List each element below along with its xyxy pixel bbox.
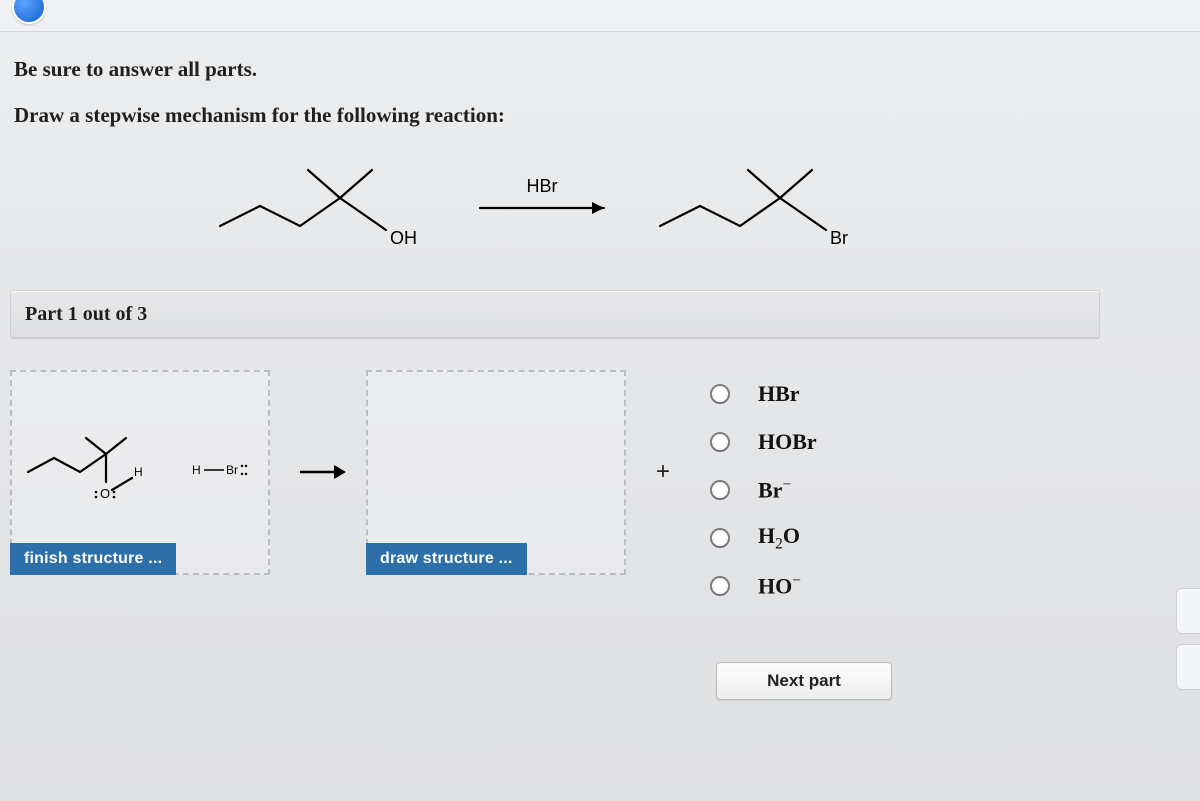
- partial-structure-sketch: O H H Br: [20, 412, 264, 532]
- part-indicator-bar: Part 1 out of 3: [10, 290, 1100, 338]
- reactant-structure: OH: [220, 170, 417, 248]
- option-h2o[interactable]: H2O: [710, 514, 950, 562]
- side-tab-1[interactable]: [1176, 588, 1200, 634]
- top-toolbar-strip: [0, 0, 1200, 32]
- option-ho-minus[interactable]: HO−: [710, 562, 950, 610]
- mechanism-arrow-icon: [298, 460, 348, 484]
- reaction-arrow: HBr: [480, 176, 604, 214]
- structure-box-middle[interactable]: draw structure ...: [366, 370, 626, 575]
- svg-text:O: O: [100, 486, 110, 501]
- side-tab-2[interactable]: [1176, 644, 1200, 690]
- info-icon: [12, 0, 46, 24]
- question-prompt: Be sure to answer all parts. Draw a step…: [14, 52, 1180, 133]
- structure-box-left[interactable]: O H H Br finish structure ...: [10, 370, 270, 575]
- prompt-line-1: Be sure to answer all parts.: [14, 52, 1180, 88]
- finish-structure-button[interactable]: finish structure ...: [10, 543, 176, 575]
- option-label: HOBr: [758, 429, 817, 455]
- radio-icon[interactable]: [710, 384, 730, 404]
- option-label: H2O: [758, 523, 800, 553]
- page-root: Be sure to answer all parts. Draw a step…: [0, 0, 1200, 801]
- radio-icon[interactable]: [710, 480, 730, 500]
- prompt-line-2: Draw a stepwise mechanism for the follow…: [14, 98, 1180, 134]
- draw-structure-button[interactable]: draw structure ...: [366, 543, 527, 575]
- option-label: Br−: [758, 476, 791, 503]
- part-label: Part 1 out of 3: [25, 303, 147, 326]
- reaction-scheme: OH HBr Br: [190, 148, 970, 278]
- option-hbr[interactable]: HBr: [710, 370, 950, 418]
- option-label: HBr: [758, 381, 800, 407]
- radio-icon[interactable]: [710, 528, 730, 548]
- product-structure: Br: [660, 170, 848, 248]
- svg-text:H: H: [134, 465, 143, 479]
- mechanism-work-area: O H H Br finish structure ...: [10, 370, 1170, 721]
- side-tab-group: [1176, 588, 1200, 700]
- reactant-oh-label: OH: [390, 228, 417, 248]
- option-br-minus[interactable]: Br−: [710, 466, 950, 514]
- radio-icon[interactable]: [710, 432, 730, 452]
- byproduct-options: HBr HOBr Br− H2O HO−: [710, 370, 950, 610]
- next-part-button[interactable]: Next part: [716, 662, 892, 700]
- option-label: HO−: [758, 572, 801, 599]
- reagent-label: HBr: [527, 176, 558, 196]
- svg-text:Br: Br: [226, 463, 238, 477]
- option-hobr[interactable]: HOBr: [710, 418, 950, 466]
- svg-text:H: H: [192, 463, 201, 477]
- plus-symbol: +: [656, 458, 670, 486]
- radio-icon[interactable]: [710, 576, 730, 596]
- product-br-label: Br: [830, 228, 848, 248]
